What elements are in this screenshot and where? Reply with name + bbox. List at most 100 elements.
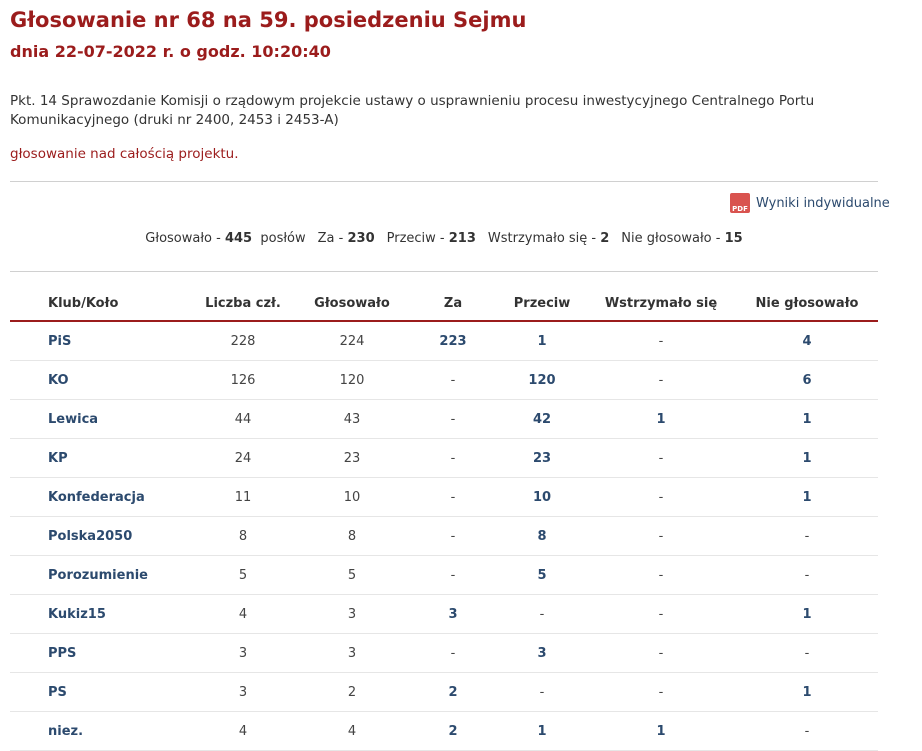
club-name[interactable]: Porozumienie bbox=[10, 555, 190, 595]
table-cell: 126 bbox=[190, 360, 296, 400]
summary-value: 230 bbox=[347, 231, 375, 246]
table-cell: - bbox=[586, 438, 736, 478]
table-cell[interactable]: 3 bbox=[408, 594, 498, 634]
table-row: niez. 4 4 2 1 1- bbox=[10, 711, 878, 751]
club-name[interactable]: Kukiz15 bbox=[10, 594, 190, 634]
table-row: Lewica 44 43-42 1 1 bbox=[10, 399, 878, 439]
summary-unit: posłów bbox=[260, 231, 306, 246]
vote-description: Pkt. 14 Sprawozdanie Komisji o rządowym … bbox=[10, 93, 815, 128]
table-cell: 228 bbox=[190, 321, 296, 361]
table-cell: 11 bbox=[190, 477, 296, 517]
club-name[interactable]: PiS bbox=[10, 321, 190, 361]
table-cell: - bbox=[736, 555, 878, 595]
summary-item: Przeciw - 213 bbox=[387, 231, 476, 246]
table-cell[interactable]: 3 bbox=[498, 633, 586, 673]
summary-value: 445 bbox=[224, 231, 253, 246]
table-cell: - bbox=[586, 594, 736, 634]
table-cell[interactable]: 4 bbox=[736, 321, 878, 361]
club-name[interactable]: PPS bbox=[10, 633, 190, 673]
column-header: Wstrzymało się bbox=[586, 271, 736, 322]
club-name[interactable]: KP bbox=[10, 438, 190, 478]
table-cell: 4 bbox=[190, 711, 296, 751]
table-cell: - bbox=[586, 477, 736, 517]
table-cell: 2 bbox=[296, 672, 408, 712]
table-cell: - bbox=[408, 633, 498, 673]
table-cell[interactable]: 8 bbox=[498, 516, 586, 556]
club-name[interactable]: PS bbox=[10, 672, 190, 712]
table-row: Porozumienie 5 5-5- - bbox=[10, 555, 878, 595]
table-cell: - bbox=[408, 555, 498, 595]
table-cell: - bbox=[586, 360, 736, 400]
summary-item: Głosowało - 445 posłów bbox=[145, 231, 305, 246]
summary-label: Nie głosowało - bbox=[621, 231, 721, 246]
table-cell[interactable]: 120 bbox=[498, 360, 586, 400]
table-cell: 3 bbox=[296, 633, 408, 673]
table-cell: - bbox=[498, 672, 586, 712]
table-cell[interactable]: 23 bbox=[498, 438, 586, 478]
divider bbox=[10, 181, 878, 182]
summary-value: 213 bbox=[448, 231, 476, 246]
pdf-link[interactable]: PDF Wyniki indywidualne bbox=[730, 193, 890, 213]
header-row: Klub/Koło Liczba czł. Głosowało Za Przeciw Ws… bbox=[10, 271, 878, 322]
club-name[interactable]: Lewica bbox=[10, 399, 190, 439]
table-cell[interactable]: 1 bbox=[736, 438, 878, 478]
table-cell: - bbox=[586, 321, 736, 361]
table-cell: 3 bbox=[190, 672, 296, 712]
table-row: KO 126 120-120-6 bbox=[10, 360, 878, 400]
table-cell[interactable]: 1 bbox=[498, 711, 586, 751]
table-cell[interactable]: 1 bbox=[498, 321, 586, 361]
pdf-icon: PDF bbox=[730, 193, 750, 213]
table-cell: 10 bbox=[296, 477, 408, 517]
table-cell[interactable]: 1 bbox=[736, 672, 878, 712]
table-row: Kukiz15 4 3 3- -1 bbox=[10, 594, 878, 634]
table-cell: - bbox=[586, 672, 736, 712]
table-cell[interactable]: 2 bbox=[408, 672, 498, 712]
vote-date: dnia 22-07-2022 r. o godz. 10:20:40 bbox=[10, 42, 331, 61]
column-header: Przeciw bbox=[498, 271, 586, 322]
table-row: KP 24 23-23-1 bbox=[10, 438, 878, 478]
table-cell[interactable]: 1 bbox=[736, 594, 878, 634]
club-name[interactable]: Polska2050 bbox=[10, 516, 190, 556]
summary: Głosowało - 445 posłów Za - 230 Przeciw - … bbox=[10, 231, 878, 246]
club-name[interactable]: Konfederacja bbox=[10, 477, 190, 517]
table-row: PiS 228 224 223 1-4 bbox=[10, 321, 878, 361]
table-cell[interactable]: 2 bbox=[408, 711, 498, 751]
table-cell: - bbox=[408, 399, 498, 439]
column-header: Głosowało bbox=[296, 271, 408, 322]
table-cell: 4 bbox=[190, 594, 296, 634]
table-cell[interactable]: 223 bbox=[408, 321, 498, 361]
table-cell: - bbox=[736, 711, 878, 751]
table-cell[interactable]: 1 bbox=[586, 711, 736, 751]
table-cell: - bbox=[498, 594, 586, 634]
table-cell[interactable]: 42 bbox=[498, 399, 586, 439]
table-cell[interactable]: 6 bbox=[736, 360, 878, 400]
club-name[interactable]: KO bbox=[10, 360, 190, 400]
table-cell: 120 bbox=[296, 360, 408, 400]
table-cell[interactable]: 1 bbox=[586, 399, 736, 439]
summary-label: Wstrzymało się - bbox=[487, 231, 597, 246]
table-cell[interactable]: 10 bbox=[498, 477, 586, 517]
table-cell[interactable]: 1 bbox=[736, 399, 878, 439]
table-cell: - bbox=[736, 633, 878, 673]
table-cell: 23 bbox=[296, 438, 408, 478]
table-cell[interactable]: 1 bbox=[736, 477, 878, 517]
table-cell: 24 bbox=[190, 438, 296, 478]
summary-item: Wstrzymało się - 2 bbox=[488, 231, 609, 246]
summary-value: 2 bbox=[600, 231, 610, 246]
table-row: PS 3 2 2- -1 bbox=[10, 672, 878, 712]
table-cell: - bbox=[408, 438, 498, 478]
summary-item: Nie głosowało - 15 bbox=[621, 231, 742, 246]
individual-results-link[interactable]: Wyniki indywidualne bbox=[756, 195, 890, 211]
table-body: PiS 228 224 223 1-4 KO 126 120-120-6 Lewica 44 43-… bbox=[10, 321, 878, 751]
table-cell[interactable]: 5 bbox=[498, 555, 586, 595]
table-cell: 8 bbox=[190, 516, 296, 556]
table-cell: - bbox=[408, 360, 498, 400]
vote-title: Głosowanie nr 68 na 59. posiedzeniu Sejm… bbox=[10, 8, 527, 32]
summary-item: Za - 230 bbox=[318, 231, 375, 246]
table-cell: 5 bbox=[190, 555, 296, 595]
table-cell: 3 bbox=[190, 633, 296, 673]
table-cell: - bbox=[586, 516, 736, 556]
table-cell: - bbox=[408, 516, 498, 556]
club-name[interactable]: niez. bbox=[10, 711, 190, 751]
table-cell: - bbox=[586, 633, 736, 673]
